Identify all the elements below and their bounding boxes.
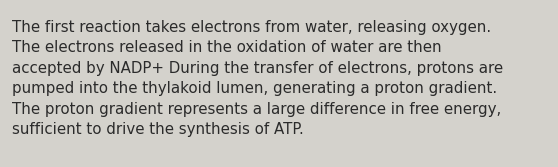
- Text: The first reaction takes electrons from water, releasing oxygen.
The electrons r: The first reaction takes electrons from …: [12, 20, 503, 137]
